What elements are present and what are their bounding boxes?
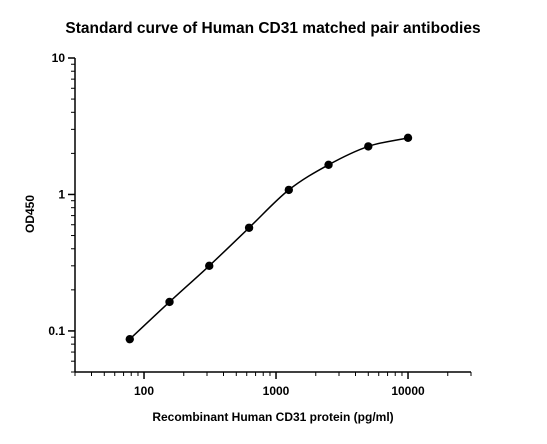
data-point (324, 160, 333, 169)
data-point (125, 334, 134, 344)
chart-title: Standard curve of Human CD31 matched pai… (65, 20, 480, 37)
data-point (244, 223, 254, 232)
x-axis-label: Recombinant Human CD31 protein (pg/ml) (152, 410, 393, 424)
data-point (205, 261, 214, 271)
x-tick-label: 100 (134, 384, 154, 398)
x-tick-label: 1000 (263, 384, 290, 398)
data-point (364, 142, 373, 151)
y-tick-label: 1 (58, 187, 65, 201)
data-point (403, 133, 413, 143)
plot-area: 0.1 1 10 100 1000 10000 (48, 51, 472, 398)
data-point (165, 297, 174, 307)
y-axis-label: OD450 (23, 195, 37, 233)
y-tick-label: 10 (52, 51, 66, 65)
x-tick-label: 10000 (391, 384, 425, 398)
y-tick-label: 0.1 (48, 324, 65, 338)
data-point (284, 185, 294, 195)
fit-curve (129, 137, 409, 340)
